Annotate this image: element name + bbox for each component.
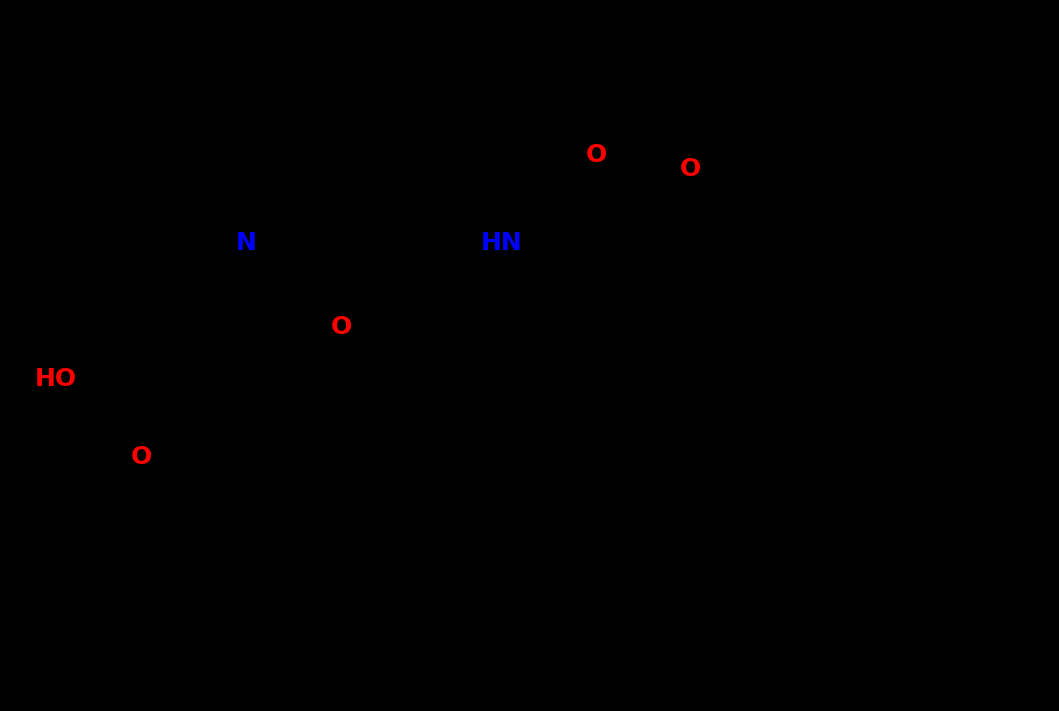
Text: N: N <box>236 232 257 255</box>
Text: O: O <box>680 156 701 181</box>
Text: O: O <box>130 444 152 469</box>
Text: O: O <box>330 314 352 338</box>
Text: O: O <box>586 144 607 168</box>
Text: HN: HN <box>481 232 522 255</box>
Text: HO: HO <box>34 366 76 390</box>
